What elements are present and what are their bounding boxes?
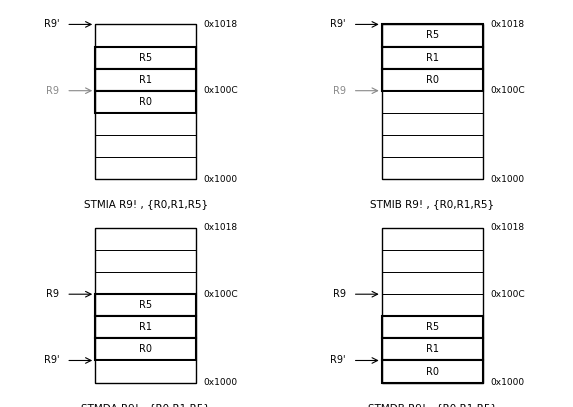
Text: R5: R5 (426, 322, 439, 333)
Text: 0x100C: 0x100C (490, 290, 524, 299)
Bar (382, 24, 482, 46)
Text: R0: R0 (139, 97, 152, 107)
Text: R1: R1 (139, 322, 152, 333)
Text: 0x100C: 0x100C (203, 86, 238, 95)
Bar (95, 24, 196, 46)
Text: 0x100C: 0x100C (203, 290, 238, 299)
Bar (382, 24, 482, 179)
Text: R0: R0 (426, 367, 439, 376)
Bar (382, 361, 482, 383)
Text: R9: R9 (46, 86, 59, 96)
Bar (95, 250, 196, 272)
Text: STMDB R9! , {R0,R1,R5}: STMDB R9! , {R0,R1,R5} (368, 403, 497, 407)
Text: 0x100C: 0x100C (490, 86, 524, 95)
Bar (382, 272, 482, 294)
Bar (382, 69, 482, 91)
Text: 0x1018: 0x1018 (203, 20, 238, 29)
Text: STMIB R9! , {R0,R1,R5}: STMIB R9! , {R0,R1,R5} (370, 199, 494, 210)
Text: 0x1018: 0x1018 (490, 20, 524, 29)
Text: R5: R5 (139, 300, 152, 310)
Bar (382, 294, 482, 316)
Bar (382, 113, 482, 135)
Text: R9: R9 (332, 289, 346, 299)
Text: R9: R9 (332, 86, 346, 96)
Bar (382, 250, 482, 272)
Text: R5: R5 (426, 31, 439, 40)
Text: 0x1000: 0x1000 (490, 175, 524, 184)
Text: R9': R9' (44, 20, 59, 29)
Bar (95, 228, 196, 383)
Text: 0x1018: 0x1018 (203, 223, 238, 232)
Bar (95, 294, 196, 316)
Bar (95, 316, 196, 338)
Text: 0x1000: 0x1000 (490, 378, 524, 387)
Bar (382, 228, 482, 250)
Bar (95, 338, 196, 361)
Text: R1: R1 (139, 74, 152, 85)
Bar (95, 46, 196, 69)
Bar (382, 316, 482, 338)
Text: R1: R1 (426, 344, 439, 354)
Bar (382, 46, 482, 69)
Bar (95, 361, 196, 383)
Text: R9': R9' (44, 355, 59, 365)
Bar (382, 157, 482, 179)
Text: R0: R0 (426, 74, 439, 85)
Bar (382, 91, 482, 113)
Text: R1: R1 (426, 53, 439, 63)
Bar (95, 24, 196, 179)
Bar (382, 338, 482, 361)
Bar (95, 228, 196, 250)
Text: R0: R0 (139, 344, 152, 354)
Text: STMIA R9! , {R0,R1,R5}: STMIA R9! , {R0,R1,R5} (84, 199, 208, 210)
Text: 0x1018: 0x1018 (490, 223, 524, 232)
Text: 0x1000: 0x1000 (203, 175, 238, 184)
Bar (95, 157, 196, 179)
Text: R9': R9' (330, 355, 346, 365)
Bar (95, 91, 196, 113)
Text: STMDA R9! , {R0,R1,R5}: STMDA R9! , {R0,R1,R5} (81, 403, 210, 407)
Text: R9': R9' (330, 20, 346, 29)
Bar (95, 69, 196, 91)
Bar (382, 228, 482, 383)
Text: 0x1000: 0x1000 (203, 378, 238, 387)
Bar (95, 113, 196, 135)
Bar (95, 135, 196, 157)
Bar (95, 272, 196, 294)
Text: R9: R9 (46, 289, 59, 299)
Text: R5: R5 (139, 53, 152, 63)
Bar (382, 135, 482, 157)
